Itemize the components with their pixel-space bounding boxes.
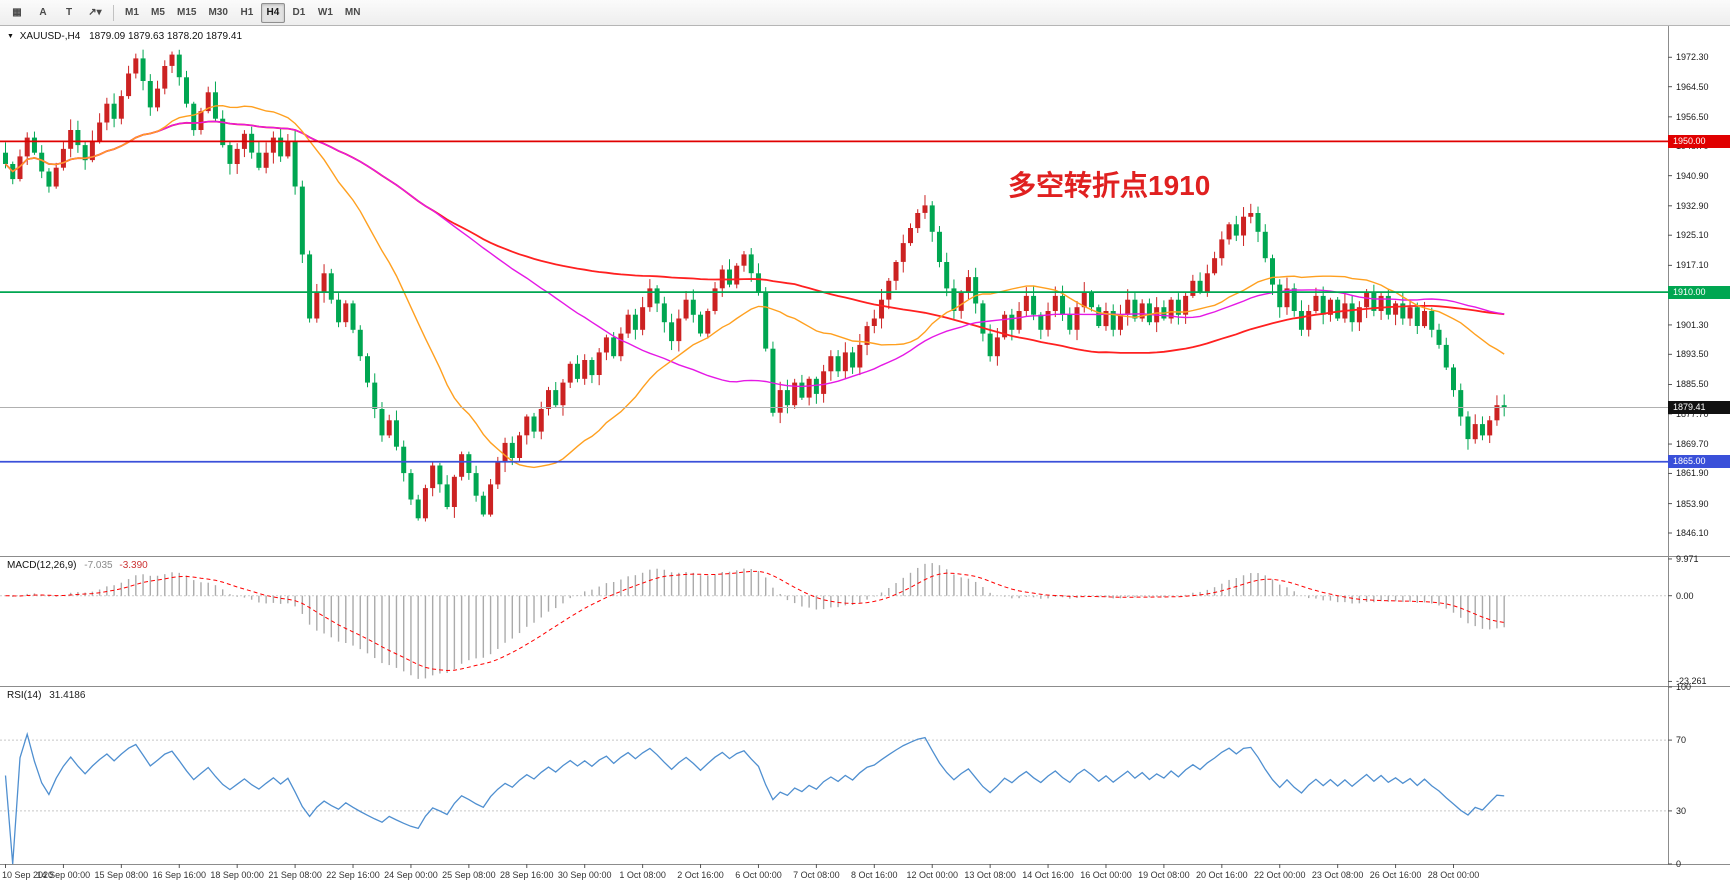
macd-main-value: -7.035 xyxy=(84,560,113,571)
symbol-period-label: XAUUSD-,H4 xyxy=(19,31,81,42)
timeframe-button-m15[interactable]: M15 xyxy=(177,7,197,18)
text-label-button[interactable]: T xyxy=(57,3,81,23)
timeframe-button-m30[interactable]: M30 xyxy=(208,7,228,18)
time-axis-scale[interactable] xyxy=(0,865,1668,893)
timeframe-button-h4[interactable]: H4 xyxy=(260,2,285,23)
macd-indicator-label: MACD(12,26,9) -7.035 -3.390 xyxy=(7,560,148,571)
macd-panel[interactable] xyxy=(0,557,1668,686)
timeframe-button-m5[interactable]: M5 xyxy=(151,7,165,18)
line-tools-dropdown-button[interactable]: ↗▾ xyxy=(83,3,107,23)
timeframe-button-h1[interactable]: H1 xyxy=(240,7,254,18)
price-axis-scale[interactable] xyxy=(1668,26,1730,864)
text-annotation-button[interactable]: A xyxy=(31,3,55,23)
text-annotation-icon: A xyxy=(39,7,47,18)
macd-name: MACD(12,26,9) xyxy=(7,560,77,571)
collapse-triangle-icon: ▼ xyxy=(7,33,14,40)
chart-annotation-text: 多空转折点1910 xyxy=(1008,170,1211,201)
timeframe-button-m1[interactable]: M1 xyxy=(125,7,139,18)
timeframe-button-w1[interactable]: W1 xyxy=(317,7,333,18)
ohlc-values: 1879.09 1879.63 1878.20 1879.41 xyxy=(89,31,243,42)
chart-title: ▼ XAUUSD-,H4 1879.09 1879.63 1878.20 187… xyxy=(7,31,242,42)
timeframe-button-mn[interactable]: MN xyxy=(344,7,361,18)
toolbar-separator xyxy=(113,4,114,21)
rsi-current-value: 31.4186 xyxy=(49,690,86,701)
rsi-panel[interactable] xyxy=(0,687,1668,864)
toolbar: ▦ A T ↗▾ M1 M5 M15 M30 H1 H4 D1 W1 MN xyxy=(0,0,1730,26)
charts-grid-button[interactable]: ▦ xyxy=(5,3,29,23)
text-label-icon: T xyxy=(65,7,73,18)
macd-signal-value: -3.390 xyxy=(119,560,148,571)
rsi-indicator-label: RSI(14) 31.4186 xyxy=(7,690,85,701)
line-tools-dropdown-icon: ↗▾ xyxy=(88,7,102,18)
charts-grid-icon: ▦ xyxy=(12,7,22,18)
price-chart-panel[interactable] xyxy=(0,26,1668,556)
rsi-name: RSI(14) xyxy=(7,690,42,701)
timeframe-button-d1[interactable]: D1 xyxy=(292,7,306,18)
